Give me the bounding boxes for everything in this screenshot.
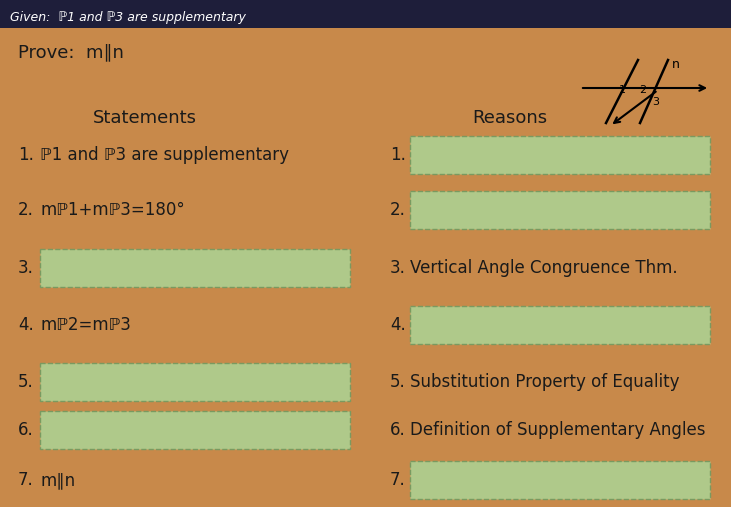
Text: 1.: 1. — [390, 146, 406, 164]
Bar — [410, 461, 710, 499]
Text: 3.: 3. — [390, 259, 406, 277]
Bar — [40, 249, 350, 287]
Text: 2.: 2. — [390, 201, 406, 219]
Text: ℙ1 and ℙ3 are supplementary: ℙ1 and ℙ3 are supplementary — [40, 146, 289, 164]
Bar — [40, 411, 350, 449]
Text: 6.: 6. — [18, 421, 34, 439]
Text: 3: 3 — [653, 97, 659, 107]
Text: 5.: 5. — [390, 373, 406, 391]
Text: Vertical Angle Congruence Thm.: Vertical Angle Congruence Thm. — [410, 259, 678, 277]
Text: mℙ2=mℙ3: mℙ2=mℙ3 — [40, 316, 131, 334]
Text: 2.: 2. — [18, 201, 34, 219]
Text: 4.: 4. — [390, 316, 406, 334]
Text: Statements: Statements — [93, 109, 197, 127]
Bar — [410, 191, 710, 229]
Text: 7.: 7. — [390, 471, 406, 489]
Text: 3.: 3. — [18, 259, 34, 277]
Text: 2: 2 — [640, 85, 646, 95]
Text: Prove:  m∥n: Prove: m∥n — [18, 43, 124, 61]
Text: Definition of Supplementary Angles: Definition of Supplementary Angles — [410, 421, 705, 439]
Text: 4.: 4. — [18, 316, 34, 334]
Text: 5.: 5. — [18, 373, 34, 391]
Bar — [410, 306, 710, 344]
Text: 1.: 1. — [18, 146, 34, 164]
Bar — [40, 363, 350, 401]
Text: Substitution Property of Equality: Substitution Property of Equality — [410, 373, 680, 391]
Text: m∥n: m∥n — [40, 471, 75, 489]
Bar — [0, 0, 731, 28]
Text: mℙ1+mℙ3=180°: mℙ1+mℙ3=180° — [40, 201, 185, 219]
Text: 7.: 7. — [18, 471, 34, 489]
Text: Reasons: Reasons — [472, 109, 548, 127]
Text: Given:  ℙ1 and ℙ3 are supplementary: Given: ℙ1 and ℙ3 are supplementary — [10, 12, 246, 24]
Text: 1: 1 — [618, 85, 626, 95]
Text: 6.: 6. — [390, 421, 406, 439]
Bar — [410, 136, 710, 174]
Text: n: n — [672, 58, 680, 71]
